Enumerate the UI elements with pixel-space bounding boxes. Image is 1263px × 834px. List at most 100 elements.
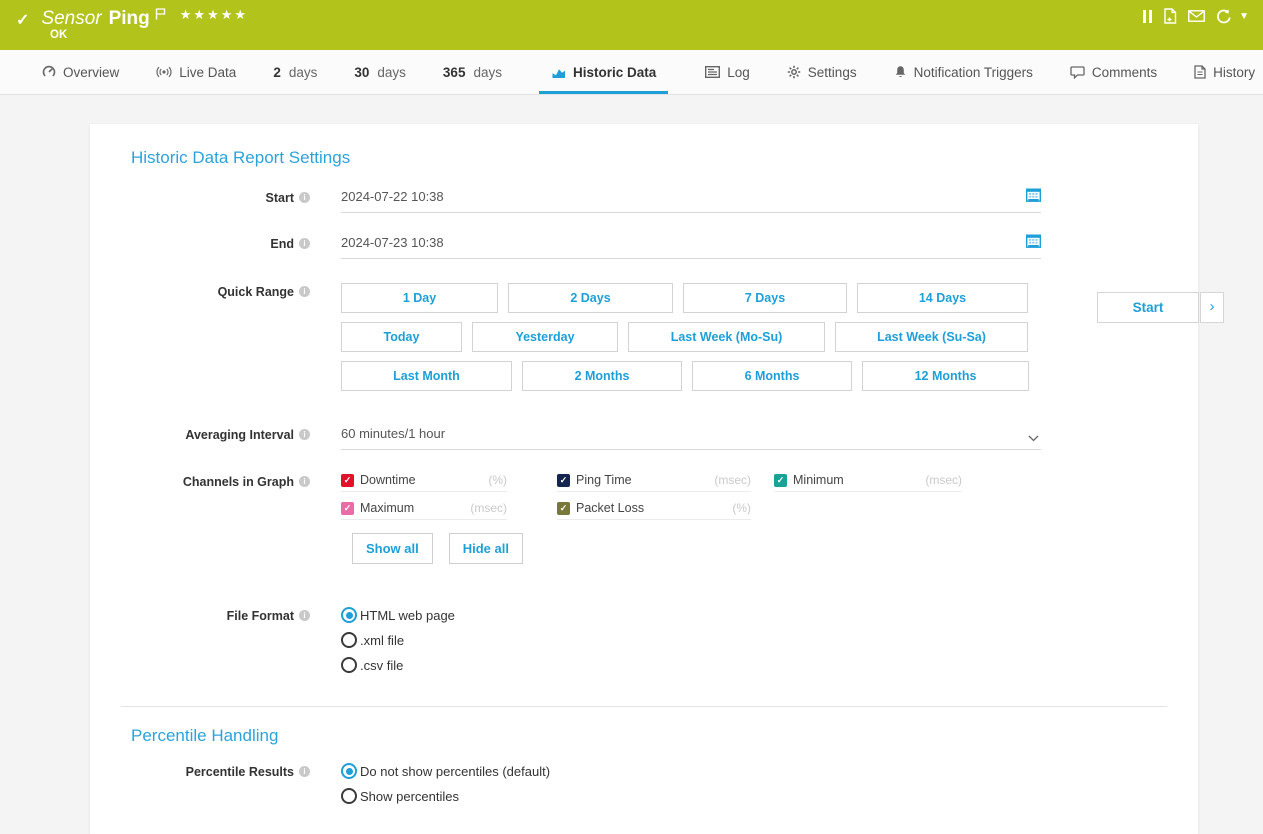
bell-icon — [894, 65, 907, 79]
priority-stars[interactable]: ★★★★★ — [180, 7, 248, 23]
tab-log[interactable]: Log — [705, 50, 750, 94]
section-title-percentile-handling: Percentile Handling — [131, 726, 1198, 746]
end-date-input[interactable]: 2024-07-23 10:38 — [341, 235, 1041, 259]
radio-selected-icon[interactable] — [341, 763, 357, 779]
quick-range-1-day-button[interactable]: 1 Day — [341, 283, 498, 313]
start-date-input[interactable]: 2024-07-22 10:38 — [341, 189, 1041, 213]
quick-range-7-days-button[interactable]: 7 Days — [683, 283, 847, 313]
pause-icon[interactable] — [1143, 9, 1152, 23]
comment-icon — [1070, 66, 1085, 79]
radio-icon[interactable] — [341, 632, 357, 648]
checkbox-checked-icon[interactable] — [774, 474, 787, 487]
end-field-row: End 2024-07-23 10:38 — [90, 235, 1198, 259]
calendar-icon[interactable] — [1026, 188, 1041, 205]
averaging-interval-select[interactable]: 60 minutes/1 hour — [341, 426, 1041, 450]
channel-maximum[interactable]: Maximum (msec) — [341, 501, 507, 520]
quick-range-6-months-button[interactable]: 6 Months — [692, 361, 852, 391]
checkbox-checked-icon[interactable] — [341, 502, 354, 515]
info-icon[interactable] — [299, 766, 310, 777]
quick-range-2-days-button[interactable]: 2 Days — [508, 283, 673, 313]
live-signal-icon — [156, 66, 172, 78]
tab-365-days[interactable]: 365 days — [443, 50, 502, 94]
start-field-row: Start 2024-07-22 10:38 — [90, 189, 1198, 213]
quick-range-today-button[interactable]: Today — [341, 322, 462, 352]
info-icon[interactable] — [299, 610, 310, 621]
channel-unit: (%) — [732, 501, 751, 515]
channel-packet-loss[interactable]: Packet Loss (%) — [557, 501, 751, 520]
file-format-option-csv[interactable]: .csv file — [341, 657, 1041, 673]
section-title-report-settings: Historic Data Report Settings — [131, 148, 1198, 168]
status-ok-check-icon: ✓ — [16, 10, 29, 30]
channels-label: Channels in Graph — [183, 475, 294, 489]
quick-range-last-week-mo-su-button[interactable]: Last Week (Mo-Su) — [628, 322, 825, 352]
radio-selected-icon[interactable] — [341, 607, 357, 623]
tab-30-days[interactable]: 30 days — [354, 50, 406, 94]
gauge-icon — [42, 65, 56, 79]
channel-downtime[interactable]: Downtime (%) — [341, 473, 507, 492]
show-all-button[interactable]: Show all — [352, 533, 433, 564]
info-icon[interactable] — [299, 238, 310, 249]
chevron-down-icon — [1028, 430, 1039, 445]
file-format-option-xml[interactable]: .xml file — [341, 632, 1041, 648]
calendar-icon[interactable] — [1026, 234, 1041, 251]
info-icon[interactable] — [299, 429, 310, 440]
area-chart-icon — [551, 66, 566, 79]
quick-range-last-week-su-sa-button[interactable]: Last Week (Su-Sa) — [835, 322, 1028, 352]
quick-range-row: Quick Range 1 Day 2 Days 7 Days 14 Days … — [90, 283, 1198, 391]
file-format-row: File Format HTML web page .xml file .csv… — [90, 607, 1198, 682]
tab-history[interactable]: History — [1194, 50, 1255, 94]
tab-2-days[interactable]: 2 days — [273, 50, 317, 94]
checkbox-checked-icon[interactable] — [557, 474, 570, 487]
checkbox-checked-icon[interactable] — [341, 474, 354, 487]
averaging-interval-label: Averaging Interval — [185, 428, 294, 442]
info-icon[interactable] — [299, 286, 310, 297]
info-icon[interactable] — [299, 476, 310, 487]
sensor-title-prefix: Sensor — [41, 8, 101, 30]
quick-range-2-months-button[interactable]: 2 Months — [522, 361, 682, 391]
checkbox-checked-icon[interactable] — [557, 502, 570, 515]
priority-flag-icon[interactable] — [155, 7, 166, 25]
tab-comments[interactable]: Comments — [1070, 50, 1157, 94]
channel-minimum[interactable]: Minimum (msec) — [774, 473, 962, 492]
start-button[interactable]: Start — [1097, 292, 1199, 323]
averaging-interval-row: Averaging Interval 60 minutes/1 hour — [90, 426, 1198, 450]
quick-range-12-months-button[interactable]: 12 Months — [862, 361, 1029, 391]
radio-icon[interactable] — [341, 657, 357, 673]
percentile-results-row: Percentile Results Do not show percentil… — [90, 763, 1198, 813]
tab-overview[interactable]: Overview — [42, 50, 119, 94]
percentile-option-show[interactable]: Show percentiles — [341, 788, 1041, 804]
tab-historic-data[interactable]: Historic Data — [539, 50, 668, 94]
quick-range-last-month-button[interactable]: Last Month — [341, 361, 512, 391]
tab-notification-triggers[interactable]: Notification Triggers — [894, 50, 1033, 94]
refresh-dropdown-caret-icon[interactable]: ▼ — [1239, 11, 1249, 22]
history-page-icon — [1194, 65, 1206, 79]
tab-settings[interactable]: Settings — [787, 50, 857, 94]
sensor-header: ✓ Sensor Ping ★★★★★ OK ▼ — [0, 0, 1263, 50]
log-icon — [705, 66, 720, 78]
sensor-tabbar: Overview Live Data 2 days 30 days 365 da… — [0, 50, 1263, 95]
channel-ping-time[interactable]: Ping Time (msec) — [557, 473, 751, 492]
email-icon[interactable] — [1188, 10, 1205, 22]
quick-range-yesterday-button[interactable]: Yesterday — [472, 322, 618, 352]
percentile-option-hide[interactable]: Do not show percentiles (default) — [341, 763, 1041, 779]
gear-icon — [787, 65, 801, 79]
radio-icon[interactable] — [341, 788, 357, 804]
report-icon[interactable] — [1163, 8, 1177, 24]
channels-in-graph-row: Channels in Graph Downtime (%) Ping Time… — [90, 473, 1198, 564]
file-format-option-html[interactable]: HTML web page — [341, 607, 1041, 623]
channel-unit: (msec) — [925, 473, 962, 487]
hide-all-button[interactable]: Hide all — [449, 533, 523, 564]
start-label: Start — [266, 191, 294, 205]
quick-range-label: Quick Range — [218, 285, 294, 299]
info-icon[interactable] — [299, 192, 310, 203]
file-format-label: File Format — [227, 609, 294, 623]
start-button-expand[interactable]: › — [1200, 292, 1224, 323]
channel-unit: (msec) — [714, 473, 751, 487]
sensor-title-name: Ping — [109, 8, 150, 30]
tab-live-data[interactable]: Live Data — [156, 50, 236, 94]
refresh-icon[interactable] — [1216, 9, 1232, 24]
end-label: End — [270, 237, 294, 251]
quick-range-14-days-button[interactable]: 14 Days — [857, 283, 1028, 313]
settings-panel: Historic Data Report Settings Start 2024… — [90, 124, 1198, 834]
percentile-results-label: Percentile Results — [186, 765, 294, 779]
